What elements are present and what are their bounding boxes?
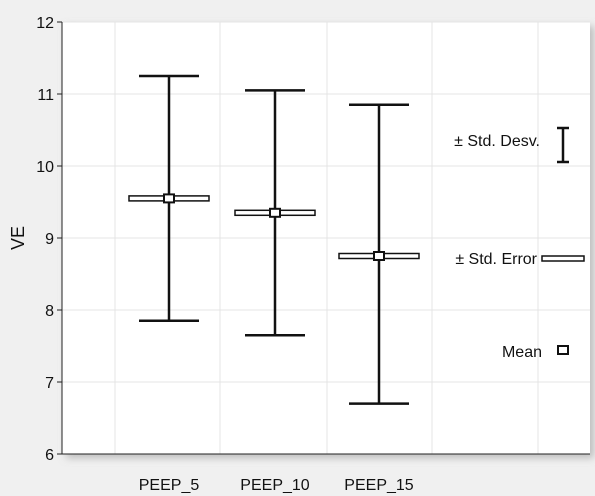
mean-marker: [373, 251, 385, 261]
y-tick-label: 12: [36, 15, 54, 32]
legend-mean-label: Mean: [502, 344, 542, 361]
y-tick-label: 7: [45, 375, 54, 392]
mean-marker: [163, 193, 175, 204]
y-tick-label: 8: [45, 303, 54, 320]
gridlines: [62, 21, 590, 454]
x-tick-label: PEEP_10: [240, 477, 309, 494]
axes: 6 7 8 9 10 11 12 PEEP_5 PEEP_10 PEEP_15: [36, 15, 590, 494]
series-group-peep_5: [128, 74, 210, 323]
mean-marker: [269, 207, 281, 218]
y-axis-label: VE: [8, 226, 28, 250]
y-tick-label: 9: [45, 231, 54, 248]
y-tick-label: 10: [36, 159, 54, 176]
y-tick-label: 11: [37, 87, 54, 104]
legend-sd-label: ± Std. Desv.: [454, 133, 540, 150]
series-group-peep_10: [234, 89, 316, 337]
legend-se-box: [541, 255, 585, 262]
x-tick-label: PEEP_5: [139, 477, 200, 494]
legend: ± Std. Desv. ± Std. Error Mean: [454, 126, 585, 361]
series-group-peep_15: [338, 103, 420, 405]
legend-mean-marker: [557, 345, 569, 355]
x-tick-label: PEEP_15: [344, 477, 413, 494]
y-tick-label: 6: [45, 447, 54, 464]
legend-se-label: ± Std. Error: [455, 251, 537, 268]
data-marks: [128, 74, 420, 405]
